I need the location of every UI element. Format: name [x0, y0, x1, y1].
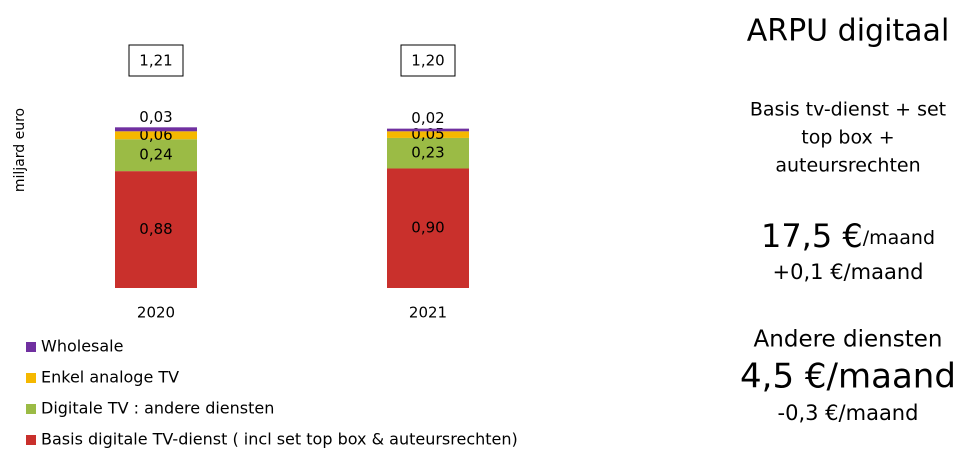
value: 17,5 €: [761, 217, 863, 255]
bar-segment: [387, 128, 469, 132]
total-label: 1,21: [139, 52, 172, 70]
legend-swatch: [26, 435, 36, 445]
value-label: 0,05: [411, 125, 444, 143]
value-label: 0,90: [411, 219, 444, 237]
bar-segment: [115, 131, 197, 140]
legend-swatch: [26, 373, 36, 383]
bar-segment: [387, 168, 469, 288]
value-label: 0,88: [139, 220, 172, 238]
legend-label: Wholesale: [41, 337, 123, 356]
total-box: [128, 44, 184, 77]
bar-segment: [387, 131, 469, 138]
bar-segment: [115, 139, 197, 172]
side-change: -0,3 €/maand: [778, 401, 919, 425]
bar-segment: [387, 137, 469, 169]
side-value: 17,5 €/maand: [761, 217, 935, 255]
value-label: 0,24: [139, 146, 172, 164]
y-axis-label: miljard euro: [12, 108, 28, 192]
bar-segment: [115, 171, 197, 288]
legend-swatch: [26, 404, 36, 414]
legend-label: Enkel analoge TV: [41, 368, 179, 387]
bar-segment: [115, 127, 197, 132]
x-tick-label: 2020: [137, 304, 175, 322]
legend-label: Basis digitale TV-dienst ( incl set top …: [41, 430, 518, 449]
side-text: top box +: [801, 127, 894, 149]
side-text: auteursrechten: [775, 155, 920, 177]
value-label: 0,02: [411, 109, 444, 127]
unit: /maand: [863, 227, 935, 249]
side-text: Basis tv-dienst + set: [750, 99, 946, 121]
side-value: 4,5 €/maand: [740, 357, 956, 397]
total-box: [400, 44, 456, 77]
x-tick-label: 2021: [409, 304, 447, 322]
legend-label: Digitale TV : andere diensten: [41, 399, 274, 418]
value-label: 0,23: [411, 144, 444, 162]
side-title: Andere diensten: [754, 327, 943, 353]
legend-swatch: [26, 342, 36, 352]
side-title: ARPU digitaal: [747, 14, 950, 49]
total-label: 1,20: [411, 52, 444, 70]
side-change: +0,1 €/maand: [773, 260, 924, 284]
value-label: 0,03: [139, 108, 172, 126]
